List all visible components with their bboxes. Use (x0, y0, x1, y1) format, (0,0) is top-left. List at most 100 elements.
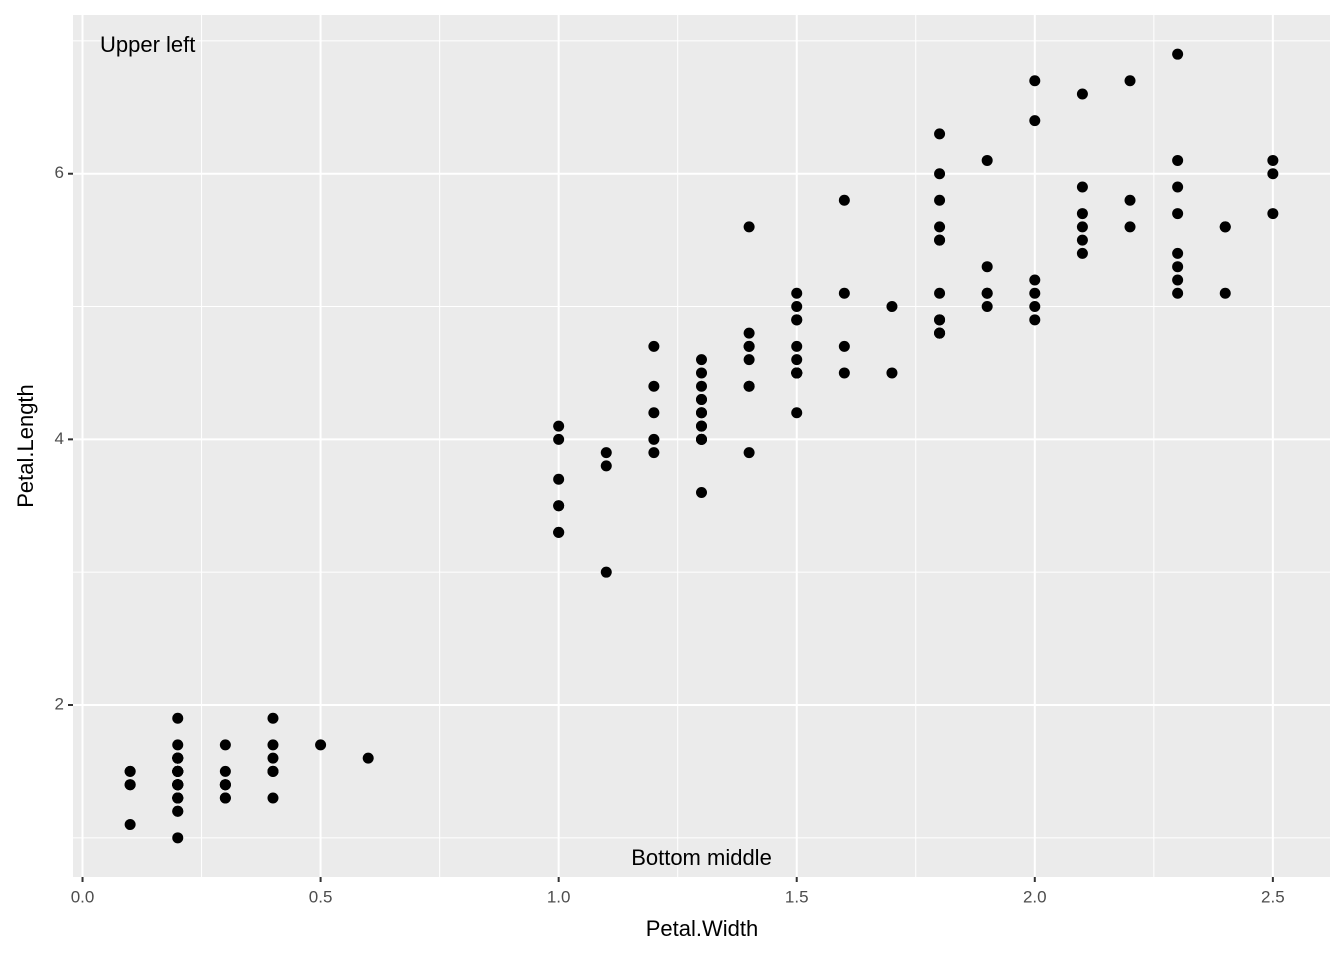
point (648, 447, 660, 459)
point (838, 194, 850, 206)
point (172, 752, 184, 764)
point (791, 301, 803, 313)
point (267, 752, 279, 764)
point (838, 287, 850, 299)
point (696, 486, 707, 498)
annotation: Upper left (100, 32, 195, 57)
point (743, 380, 755, 392)
x-tick-label: 2.5 (1261, 887, 1285, 906)
point (1172, 154, 1184, 166)
point (696, 380, 707, 392)
point (1076, 208, 1088, 220)
point (1172, 48, 1184, 60)
axes: 0.0 0.5 1.0 1.5 2.0 2.5 2 4 6 (55, 163, 1285, 906)
x-tick-label: 1.0 (547, 887, 571, 906)
point (553, 473, 565, 485)
point (648, 407, 660, 419)
point (1124, 221, 1136, 233)
point (934, 327, 946, 339)
point (791, 314, 803, 326)
point (696, 367, 707, 379)
point (648, 433, 660, 445)
point (791, 354, 803, 366)
point (838, 340, 850, 352)
point (934, 314, 946, 326)
point (1172, 208, 1184, 220)
point (934, 194, 946, 206)
point (934, 168, 946, 180)
point (791, 287, 803, 299)
point (743, 221, 755, 233)
x-tick-label: 0.5 (309, 887, 333, 906)
point (696, 394, 707, 406)
point (267, 792, 279, 804)
point (219, 765, 231, 777)
point (981, 287, 993, 299)
point (219, 779, 231, 791)
point (172, 739, 184, 751)
point (934, 287, 946, 299)
point (1029, 301, 1041, 313)
point (1124, 75, 1136, 87)
point (124, 819, 136, 831)
x-axis-title: Petal.Width (646, 916, 759, 941)
point (1267, 168, 1279, 180)
point (267, 765, 279, 777)
point (553, 526, 565, 538)
panel (73, 15, 1330, 877)
point (696, 354, 707, 366)
point (1172, 261, 1184, 273)
y-tick-label: 2 (55, 694, 64, 713)
point (838, 367, 850, 379)
point (219, 792, 231, 804)
point (1219, 287, 1231, 299)
point (600, 460, 612, 472)
point (1076, 234, 1088, 246)
point (934, 221, 946, 233)
point (1076, 88, 1088, 100)
point (172, 712, 184, 724)
point (981, 301, 993, 313)
point (172, 765, 184, 777)
point (315, 739, 327, 751)
point (886, 301, 898, 313)
point (743, 327, 755, 339)
y-tick-label: 6 (55, 163, 64, 182)
point (743, 447, 755, 459)
point (1076, 181, 1088, 193)
point (172, 792, 184, 804)
x-tick-label: 2.0 (1023, 887, 1047, 906)
point (1124, 194, 1136, 206)
point (219, 739, 231, 751)
point (648, 340, 660, 352)
point (886, 367, 898, 379)
point (791, 367, 803, 379)
point (362, 752, 374, 764)
point (172, 805, 184, 817)
y-tick-label: 4 (55, 429, 64, 448)
point (934, 128, 946, 140)
point (1029, 115, 1041, 127)
point (696, 420, 707, 432)
y-axis-title: Petal.Length (13, 384, 38, 508)
point (648, 380, 660, 392)
point (553, 433, 565, 445)
point (1219, 221, 1231, 233)
point (743, 340, 755, 352)
point (934, 234, 946, 246)
point (1172, 287, 1184, 299)
point (1076, 221, 1088, 233)
point (791, 340, 803, 352)
point (1267, 154, 1279, 166)
point (1029, 274, 1041, 286)
point (124, 765, 136, 777)
point (553, 420, 565, 432)
point (1029, 75, 1041, 87)
point (1076, 247, 1088, 259)
point (267, 712, 279, 724)
point (743, 354, 755, 366)
point (1267, 208, 1279, 220)
point (981, 154, 993, 166)
